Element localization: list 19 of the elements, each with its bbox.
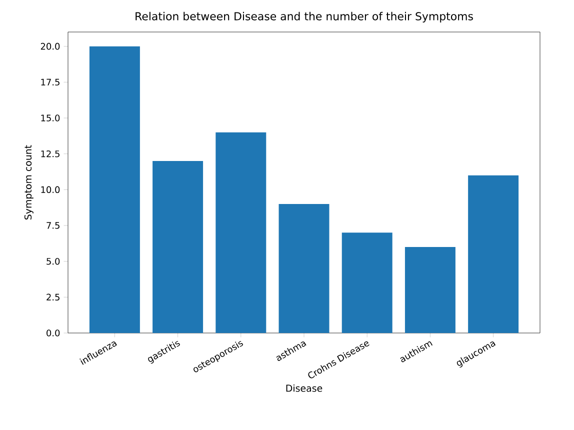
bar (278, 204, 330, 333)
y-tick-label: 2.5 (46, 294, 60, 301)
bar (342, 232, 392, 333)
y-tick-label: 7.5 (46, 222, 60, 229)
y-tick-label: 5.0 (46, 258, 60, 265)
y-tick-label: 15.0 (41, 114, 60, 122)
bar (216, 132, 266, 333)
x-axis-title: Disease (286, 384, 322, 392)
bar (89, 46, 140, 333)
bar (152, 160, 204, 333)
y-tick-label: 0.0 (46, 330, 60, 336)
chart-title: Relation between Disease and the number of their Symptoms (136, 12, 473, 22)
y-tick-label: 17.5 (41, 78, 60, 86)
y-tick-label: 20.0 (40, 42, 60, 50)
y-tick-label: 10.0 (41, 186, 60, 194)
y-tick-label: 12.5 (41, 150, 60, 158)
bar (468, 175, 519, 333)
bar (404, 247, 456, 333)
y-axis-title: Symptom count (24, 145, 34, 220)
